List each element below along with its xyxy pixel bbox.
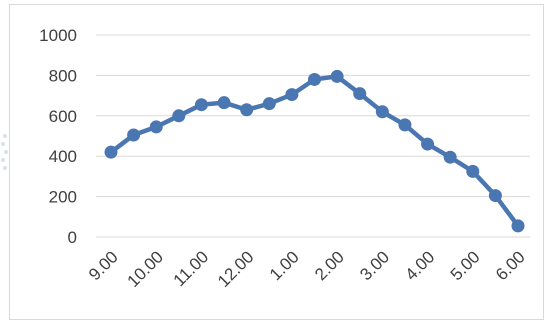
data-point (217, 96, 231, 110)
data-point (172, 109, 186, 123)
series-markers (104, 69, 525, 233)
x-tick-label: 1.00 (266, 247, 303, 284)
y-tick-label: 1000 (39, 26, 77, 45)
data-point (443, 150, 457, 164)
data-point (127, 128, 141, 142)
x-tick-label: 2.00 (311, 247, 348, 284)
watermark-decoration (1, 134, 8, 170)
y-tick-label: 800 (49, 66, 77, 85)
x-tick-label: 3.00 (356, 247, 393, 284)
y-axis-ticks: 0 200 400 600 800 1000 (39, 26, 77, 247)
x-tick-label: 6.00 (492, 247, 529, 284)
y-tick-label: 600 (49, 107, 77, 126)
series-line (108, 74, 521, 229)
x-tick-label: 9.00 (85, 247, 122, 284)
x-tick-label: 4.00 (402, 247, 439, 284)
x-tick-label: 10.00 (124, 247, 168, 291)
data-point (194, 98, 208, 112)
data-point (262, 97, 276, 111)
data-point (149, 120, 163, 134)
data-point (421, 137, 435, 151)
data-point (285, 88, 299, 102)
data-point (511, 219, 525, 233)
y-tick-label: 400 (49, 147, 77, 166)
data-point (466, 164, 480, 178)
data-point (398, 118, 412, 132)
data-point (104, 145, 118, 159)
gridlines (96, 34, 530, 238)
data-point (375, 105, 389, 119)
x-tick-label: 11.00 (170, 247, 213, 290)
x-tick-label: 5.00 (447, 247, 484, 284)
data-point (353, 87, 367, 101)
y-tick-label: 200 (49, 188, 77, 207)
y-tick-label: 0 (68, 228, 77, 247)
x-axis-ticks: 9.00 10.00 11.00 12.00 1.00 2.00 3.00 4.00 5.00 6… (85, 247, 529, 291)
data-point (330, 69, 344, 83)
data-point (240, 103, 254, 117)
x-tick-label: 12.00 (214, 247, 258, 291)
data-point (488, 189, 502, 203)
data-point (308, 72, 321, 86)
